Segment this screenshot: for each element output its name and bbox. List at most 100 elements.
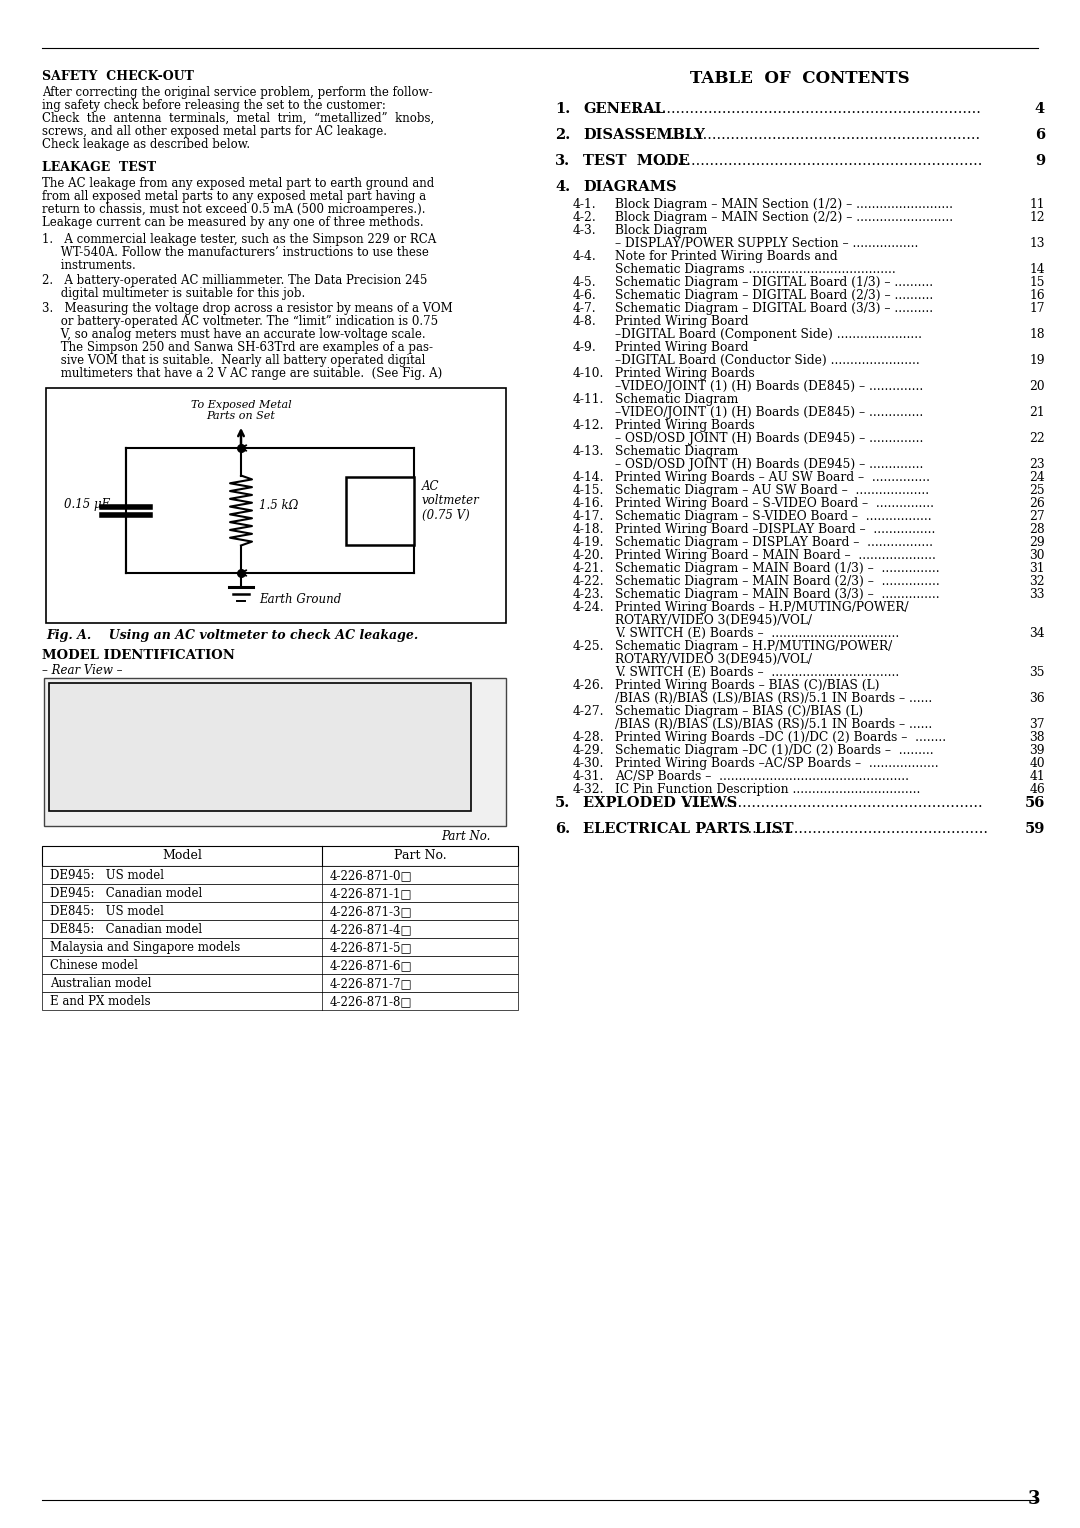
Text: 4-6.: 4-6. [573, 289, 597, 303]
Text: Schematic Diagram – DISPLAY Board –  .................: Schematic Diagram – DISPLAY Board – ....… [615, 536, 933, 549]
Text: –VIDEO/JOINT (1) (H) Boards (DE845) – ..............: –VIDEO/JOINT (1) (H) Boards (DE845) – ..… [615, 380, 923, 393]
Text: Part No.: Part No. [442, 830, 491, 843]
Text: Schematic Diagram – MAIN Board (3/3) –  ...............: Schematic Diagram – MAIN Board (3/3) – .… [615, 588, 940, 601]
Bar [346, 477, 414, 544]
Text: 3.: 3. [555, 154, 570, 168]
Text: Printed Wiring Board –DISPLAY Board –  ................: Printed Wiring Board –DISPLAY Board – ..… [615, 523, 935, 536]
Text: Chinese model: Chinese model [50, 960, 138, 972]
Text: DE845:   Canadian model: DE845: Canadian model [50, 923, 202, 937]
Text: – DISPLAY/POWER SUPPLY Section – .................: – DISPLAY/POWER SUPPLY Section – .......… [615, 237, 918, 251]
Text: multimeters that have a 2 V AC range are suitable.  (See Fig. A): multimeters that have a 2 V AC range are… [42, 367, 442, 380]
Text: DE845:   US model: DE845: US model [50, 905, 164, 918]
Text: Schematic Diagram – S-VIDEO Board –  .................: Schematic Diagram – S-VIDEO Board – ....… [615, 510, 932, 523]
Text: GENERAL: GENERAL [583, 102, 665, 116]
Text: 1.   A commercial leakage tester, such as the Simpson 229 or RCA: 1. A commercial leakage tester, such as … [42, 232, 436, 246]
Bar [299, 700, 303, 704]
Bar [323, 689, 339, 704]
Text: Parts on Set: Parts on Set [206, 411, 275, 422]
Text: IC Pin Function Description .................................: IC Pin Function Description ............… [615, 782, 920, 796]
Text: 56: 56 [1025, 796, 1045, 810]
Bar [119, 701, 129, 711]
Text: .......................................................................: ........................................… [654, 154, 984, 168]
Text: 46: 46 [1029, 782, 1045, 796]
Text: ...........................................................................: ........................................… [635, 102, 982, 116]
Text: 38: 38 [1029, 730, 1045, 744]
Text: 29: 29 [1029, 536, 1045, 549]
Text: 11: 11 [1029, 199, 1045, 211]
Text: 26: 26 [1029, 497, 1045, 510]
Bar [451, 792, 491, 813]
Text: Schematic Diagram – DIGITAL Board (2/3) – ..........: Schematic Diagram – DIGITAL Board (2/3) … [615, 289, 933, 303]
Text: 4-226-871-1□: 4-226-871-1□ [330, 886, 413, 900]
Text: 41: 41 [1029, 770, 1045, 782]
Bar [42, 973, 518, 992]
Text: 4-27.: 4-27. [573, 704, 605, 718]
Text: Printed Wiring Board: Printed Wiring Board [615, 341, 748, 354]
Text: 39: 39 [1029, 744, 1045, 756]
Text: TABLE  OF  CONTENTS: TABLE OF CONTENTS [690, 70, 909, 87]
Text: 1.: 1. [555, 102, 570, 116]
Text: 4-226-871-0□: 4-226-871-0□ [330, 869, 413, 882]
Text: return to chassis, must not exceed 0.5 mA (500 microamperes.).: return to chassis, must not exceed 0.5 m… [42, 203, 426, 215]
Text: 24: 24 [1029, 471, 1045, 484]
Text: or battery-operated AC voltmeter. The “limit” indication is 0.75: or battery-operated AC voltmeter. The “l… [42, 315, 438, 329]
Text: 23: 23 [1029, 458, 1045, 471]
Text: AC: AC [422, 480, 440, 494]
Text: /BIAS (R)/BIAS (LS)/BIAS (RS)/5.1 IN Boards – ......: /BIAS (R)/BIAS (LS)/BIAS (RS)/5.1 IN Boa… [615, 692, 932, 704]
Text: V. SWITCH (E) Boards –  .................................: V. SWITCH (E) Boards – .................… [615, 626, 900, 640]
Bar [44, 678, 507, 827]
Text: .....................................................................: ........................................… [662, 128, 981, 142]
Text: Schematic Diagram – DIGITAL Board (3/3) – ..........: Schematic Diagram – DIGITAL Board (3/3) … [615, 303, 933, 315]
Text: To Exposed Metal: To Exposed Metal [191, 400, 292, 410]
Text: EXPLODED VIEWS: EXPLODED VIEWS [583, 796, 738, 810]
Bar [83, 701, 93, 711]
Text: Model: Model [162, 850, 202, 862]
Bar [49, 683, 471, 811]
Text: sive VOM that is suitable.  Nearly all battery operated digital: sive VOM that is suitable. Nearly all ba… [42, 354, 426, 367]
Text: 2.: 2. [555, 128, 570, 142]
Bar [42, 920, 518, 938]
Text: Schematic Diagram – H.P/MUTING/POWER/: Schematic Diagram – H.P/MUTING/POWER/ [615, 640, 892, 652]
Text: 19: 19 [1029, 354, 1045, 367]
Text: –VIDEO/JOINT (1) (H) Boards (DE845) – ..............: –VIDEO/JOINT (1) (H) Boards (DE845) – ..… [615, 406, 923, 419]
Text: Printed Wiring Boards – H.P/MUTING/POWER/: Printed Wiring Boards – H.P/MUTING/POWER… [615, 601, 908, 614]
Text: 12: 12 [1029, 211, 1045, 225]
Text: ROTARY/VIDEO 3(DE945)/VOL/: ROTARY/VIDEO 3(DE945)/VOL/ [615, 614, 812, 626]
Bar [42, 902, 518, 920]
Text: 6: 6 [1035, 128, 1045, 142]
Text: SAFETY  CHECK-OUT: SAFETY CHECK-OUT [42, 70, 194, 83]
Text: digital multimeter is suitable for this job.: digital multimeter is suitable for this … [42, 287, 306, 299]
Text: 4-10.: 4-10. [573, 367, 605, 380]
Text: 16: 16 [1029, 289, 1045, 303]
Text: Schematic Diagrams ......................................: Schematic Diagrams .....................… [615, 263, 895, 277]
Text: MODEL IDENTIFICATION: MODEL IDENTIFICATION [42, 649, 234, 662]
Text: DE945:   US model: DE945: US model [50, 869, 164, 882]
Bar [57, 694, 71, 707]
Text: 4-14.: 4-14. [573, 471, 605, 484]
Text: ing safety check before releasing the set to the customer:: ing safety check before releasing the se… [42, 99, 386, 112]
Text: 4.: 4. [555, 180, 570, 194]
Text: 4-15.: 4-15. [573, 484, 605, 497]
Text: 4-23.: 4-23. [573, 588, 605, 601]
Text: 5.: 5. [555, 796, 570, 810]
Text: 20: 20 [1029, 380, 1045, 393]
Text: 35: 35 [1029, 666, 1045, 678]
Text: 22: 22 [1029, 432, 1045, 445]
Bar [42, 866, 518, 885]
Text: instruments.: instruments. [42, 260, 136, 272]
Text: 4-21.: 4-21. [573, 562, 605, 575]
Text: 21: 21 [1029, 406, 1045, 419]
Text: 4-226-871-3□: 4-226-871-3□ [330, 905, 413, 918]
Text: Printed Wiring Boards: Printed Wiring Boards [615, 367, 755, 380]
Text: 36: 36 [1029, 692, 1045, 704]
Text: 27: 27 [1029, 510, 1045, 523]
Text: Printed Wiring Board – S-VIDEO Board –  ...............: Printed Wiring Board – S-VIDEO Board – .… [615, 497, 934, 510]
Bar [42, 938, 518, 957]
Text: Schematic Diagram: Schematic Diagram [615, 445, 739, 458]
Text: 34: 34 [1029, 626, 1045, 640]
Text: Printed Wiring Boards – BIAS (C)/BIAS (L): Printed Wiring Boards – BIAS (C)/BIAS (L… [615, 678, 879, 692]
Text: 32: 32 [1029, 575, 1045, 588]
Text: 17: 17 [1029, 303, 1045, 315]
Text: 4-5.: 4-5. [573, 277, 596, 289]
Text: DIAGRAMS: DIAGRAMS [583, 180, 677, 194]
